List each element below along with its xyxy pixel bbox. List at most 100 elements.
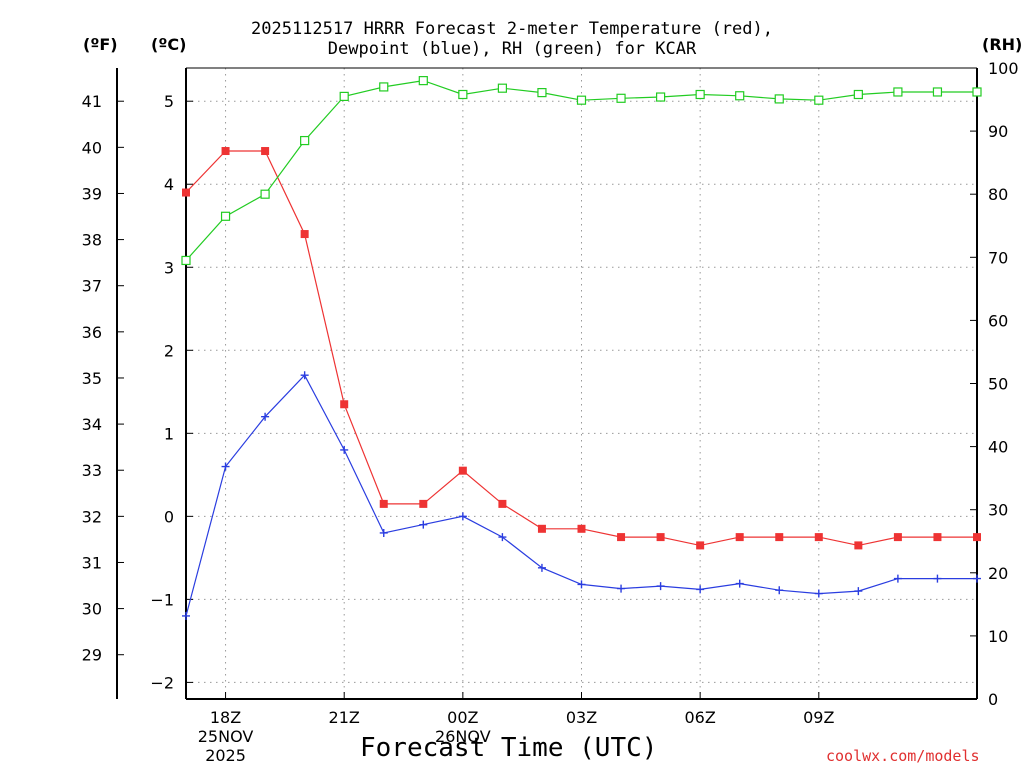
series — [181, 76, 982, 620]
dewpoint-point — [577, 580, 586, 589]
dewpoint-point — [498, 533, 507, 542]
rh-tick-label: 100 — [988, 59, 1019, 78]
x-tick-label: 18Z — [210, 708, 241, 727]
fahrenheit-tick-label: 30 — [82, 600, 102, 619]
dewpoint-point — [182, 611, 190, 620]
rh-point — [655, 92, 666, 102]
axes: −2−1012345293031323334353637383940410102… — [82, 59, 1019, 765]
temperature-point — [458, 466, 467, 475]
rh-tick-label: 60 — [988, 311, 1008, 330]
fahrenheit-tick-label: 34 — [82, 415, 102, 434]
dewpoint-point — [419, 520, 428, 529]
dewpoint-point — [300, 371, 309, 380]
fahrenheit-tick-label: 32 — [82, 507, 102, 526]
temperature-point — [498, 499, 507, 508]
fahrenheit-tick-label: 33 — [82, 461, 102, 480]
dewpoint-point — [854, 587, 863, 596]
rh-point — [220, 211, 231, 221]
dewpoint-point — [379, 528, 388, 537]
x-axis-label: Forecast Time (UTC) — [360, 733, 658, 763]
dewpoint-point — [261, 412, 270, 421]
temperature-point — [617, 533, 626, 542]
temperature-point — [893, 533, 902, 542]
temperature-point — [221, 147, 230, 156]
fahrenheit-tick-label: 41 — [82, 92, 102, 111]
rh-point — [497, 83, 507, 93]
temperature-point — [379, 499, 388, 508]
rh-tick-label: 90 — [988, 122, 1008, 141]
temperature-point — [775, 533, 784, 542]
rh-point — [735, 91, 745, 101]
rh-tick-label: 30 — [988, 501, 1008, 520]
dewpoint-point — [617, 584, 626, 593]
x-tick-label: 21Z — [329, 708, 360, 727]
fahrenheit-tick-label: 35 — [82, 369, 102, 388]
temperature-point — [537, 524, 546, 533]
rh-tick-label: 10 — [988, 627, 1008, 646]
rh-point — [339, 91, 349, 101]
dewpoint-point — [537, 563, 546, 572]
dewpoint-point — [656, 582, 665, 591]
temperature-line — [185, 150, 977, 547]
rh-tick-label: 20 — [988, 564, 1008, 583]
rh-point — [300, 135, 310, 146]
temperature-point — [973, 533, 981, 542]
chart-title-line2: Dewpoint (blue), RH (green) for KCAR — [327, 39, 697, 59]
temperature-point — [419, 499, 428, 508]
chart-title-line1: 2025112517 HRRR Forecast 2-meter Tempera… — [251, 19, 773, 39]
fahrenheit-tick-label: 38 — [82, 231, 102, 250]
rh-point — [893, 87, 903, 97]
x-tick-date-label: 25NOV — [198, 727, 254, 746]
temperature-point — [577, 524, 586, 533]
temperature-point — [300, 230, 309, 239]
x-tick-year-label: 2025 — [205, 746, 246, 765]
celsius-tick-label: −1 — [150, 590, 174, 609]
rh-point — [458, 89, 468, 100]
temperature-point — [261, 147, 270, 156]
x-tick-label: 00Z — [447, 708, 478, 727]
dewpoint-point — [814, 589, 823, 598]
celsius-tick-label: −2 — [150, 673, 174, 692]
rh-point — [814, 95, 824, 105]
temperature-point — [182, 188, 190, 197]
temperature-point — [814, 533, 823, 542]
x-tick-label: 09Z — [803, 708, 834, 727]
rh-point — [932, 87, 943, 97]
temperature-point — [340, 400, 349, 409]
rh-tick-label: 40 — [988, 438, 1008, 457]
dewpoint-point — [221, 462, 230, 471]
credit-link[interactable]: coolwx.com/models — [826, 747, 980, 765]
temperature-point — [933, 533, 942, 542]
celsius-tick-label: 1 — [164, 424, 174, 443]
fahrenheit-tick-label: 29 — [82, 646, 102, 665]
dewpoint-point — [933, 574, 942, 583]
rh-point — [537, 88, 547, 98]
fahrenheit-tick-label: 31 — [82, 553, 102, 572]
rh-point — [774, 94, 784, 104]
fahrenheit-tick-label: 37 — [82, 277, 102, 296]
rh-point — [181, 255, 191, 266]
temperature-point — [735, 533, 744, 542]
celsius-tick-label: 4 — [164, 175, 174, 194]
fahrenheit-tick-label: 39 — [82, 184, 102, 203]
celsius-tick-label: 5 — [164, 92, 174, 111]
fahrenheit-tick-label: 40 — [82, 138, 102, 157]
dewpoint-point — [973, 574, 981, 583]
celsius-unit-label: (ºC) — [151, 35, 187, 54]
x-tick-label: 03Z — [566, 708, 597, 727]
temperature-point — [696, 541, 705, 550]
rh-point — [576, 95, 587, 105]
rh-point — [972, 87, 982, 97]
rh-tick-label: 70 — [988, 248, 1008, 267]
celsius-tick-label: 3 — [164, 258, 174, 277]
rh-point — [695, 89, 705, 100]
rh-point — [616, 93, 626, 103]
x-tick-label: 06Z — [684, 708, 715, 727]
rh-point — [379, 82, 389, 92]
dewpoint-point — [696, 585, 705, 594]
temperature-point — [854, 541, 863, 550]
rh-point — [260, 189, 270, 199]
fahrenheit-unit-label: (ºF) — [83, 35, 118, 54]
x-tick-date-label: 26NOV — [435, 727, 491, 746]
